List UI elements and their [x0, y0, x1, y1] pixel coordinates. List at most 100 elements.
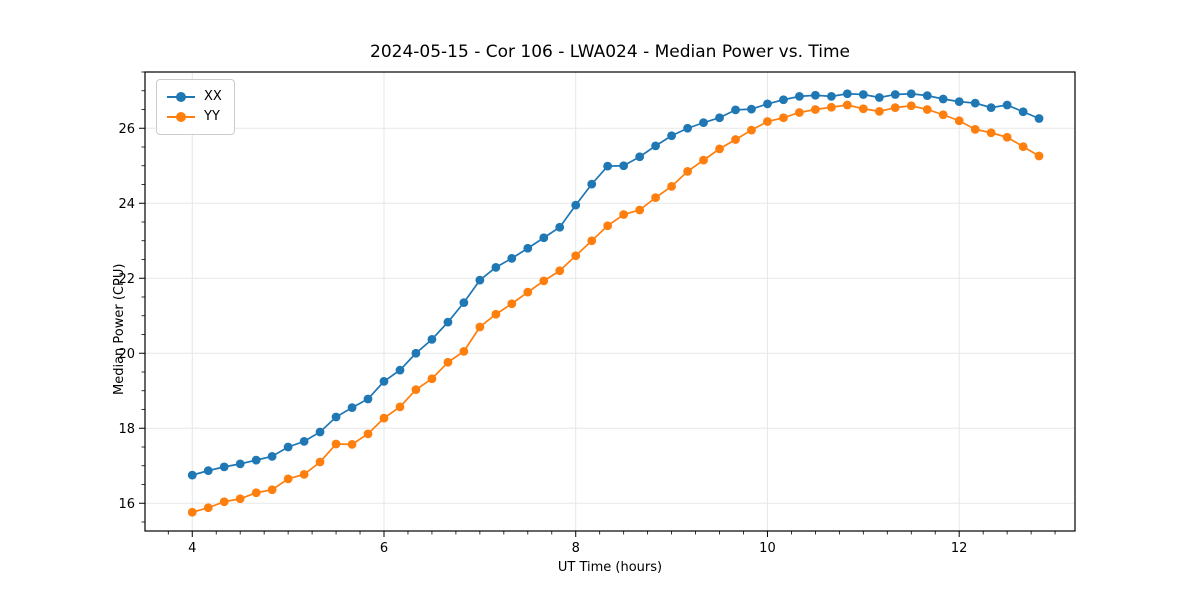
y-tick-label: 20: [118, 347, 135, 362]
data-point-xx: [667, 131, 676, 141]
data-point-yy: [363, 429, 373, 439]
data-point-yy: [235, 494, 245, 504]
data-point-xx: [635, 152, 645, 162]
y-tick-label: 26: [118, 122, 135, 137]
data-point-yy: [1018, 142, 1028, 152]
data-point-yy: [810, 105, 820, 114]
data-point-xx: [459, 298, 469, 308]
data-point-yy: [299, 469, 309, 479]
data-point-yy: [555, 266, 565, 276]
data-point-xx: [187, 470, 197, 480]
x-tick-label: 6: [380, 541, 388, 556]
data-point-yy: [763, 117, 772, 126]
data-point-yy: [827, 102, 836, 112]
data-point-xx: [794, 91, 804, 101]
data-point-xx: [603, 161, 613, 171]
data-point-yy: [491, 309, 501, 319]
y-tick-label: 22: [118, 272, 135, 287]
data-point-yy: [539, 276, 549, 286]
data-point-xx: [523, 243, 533, 253]
data-point-yy: [747, 125, 756, 135]
data-point-yy: [283, 474, 293, 484]
data-point-yy: [251, 488, 261, 498]
data-point-xx: [731, 105, 740, 115]
data-point-yy: [794, 108, 804, 117]
data-point-xx: [954, 97, 964, 107]
data-point-xx: [395, 365, 405, 375]
data-point-yy: [347, 439, 357, 449]
data-point-xx: [747, 104, 756, 114]
data-point-yy: [970, 124, 980, 134]
data-point-yy: [683, 166, 692, 176]
data-point-xx: [267, 451, 277, 461]
data-point-yy: [635, 205, 645, 215]
data-point-xx: [347, 403, 357, 413]
data-point-xx: [890, 90, 900, 99]
data-point-xx: [219, 462, 229, 472]
data-point-xx: [427, 334, 437, 344]
legend-entry-xx: XX: [167, 87, 222, 107]
data-point-yy: [427, 374, 437, 384]
data-point-yy: [475, 322, 485, 332]
data-point-xx: [779, 95, 788, 105]
legend-entry-yy: YY: [167, 107, 222, 127]
data-point-xx: [235, 459, 245, 469]
data-point-xx: [827, 91, 836, 101]
data-point-xx: [1034, 114, 1044, 123]
data-point-xx: [283, 442, 293, 452]
data-point-xx: [411, 348, 421, 358]
data-point-xx: [986, 103, 996, 113]
data-point-xx: [251, 455, 261, 465]
xx-series-swatch: [167, 92, 195, 102]
data-point-xx: [938, 94, 948, 104]
yy-series-swatch: [167, 112, 195, 122]
data-point-xx: [874, 93, 884, 102]
data-point-xx: [539, 233, 549, 243]
data-point-yy: [619, 210, 629, 219]
data-point-xx: [858, 90, 868, 99]
data-point-yy: [571, 251, 581, 261]
y-tick-label: 18: [118, 422, 135, 437]
data-point-yy: [267, 485, 277, 495]
data-point-yy: [906, 101, 916, 111]
data-point-xx: [970, 98, 980, 108]
data-point-yy: [986, 128, 996, 138]
data-point-xx: [571, 200, 581, 210]
data-point-yy: [954, 116, 964, 126]
data-point-xx: [651, 141, 660, 151]
data-point-yy: [858, 104, 868, 114]
data-point-xx: [922, 91, 932, 101]
data-point-yy: [922, 105, 932, 114]
data-point-xx: [683, 123, 692, 133]
data-point-yy: [203, 503, 213, 513]
data-point-xx: [363, 394, 373, 404]
data-point-yy: [603, 221, 613, 231]
x-tick-label: 8: [572, 541, 580, 556]
data-point-yy: [411, 385, 421, 395]
data-point-xx: [507, 253, 517, 263]
x-tick-label: 12: [951, 541, 968, 556]
data-point-xx: [203, 466, 213, 476]
data-point-xx: [331, 412, 341, 422]
data-point-xx: [810, 90, 820, 100]
x-tick-label: 10: [759, 541, 776, 556]
data-point-xx: [1018, 107, 1028, 117]
data-point-yy: [219, 497, 229, 507]
data-point-yy: [331, 439, 341, 449]
y-tick-label: 24: [118, 197, 135, 212]
data-point-xx: [379, 376, 389, 386]
data-point-yy: [507, 299, 517, 309]
data-point-yy: [731, 135, 740, 144]
data-point-yy: [459, 346, 469, 356]
data-point-xx: [299, 436, 309, 446]
data-point-yy: [587, 236, 597, 246]
x-tick-label: 4: [188, 541, 196, 556]
data-point-xx: [763, 99, 772, 109]
data-point-xx: [443, 317, 453, 327]
data-point-xx: [715, 113, 724, 123]
data-point-xx: [491, 262, 501, 272]
data-point-yy: [715, 144, 724, 154]
data-point-yy: [890, 103, 900, 113]
